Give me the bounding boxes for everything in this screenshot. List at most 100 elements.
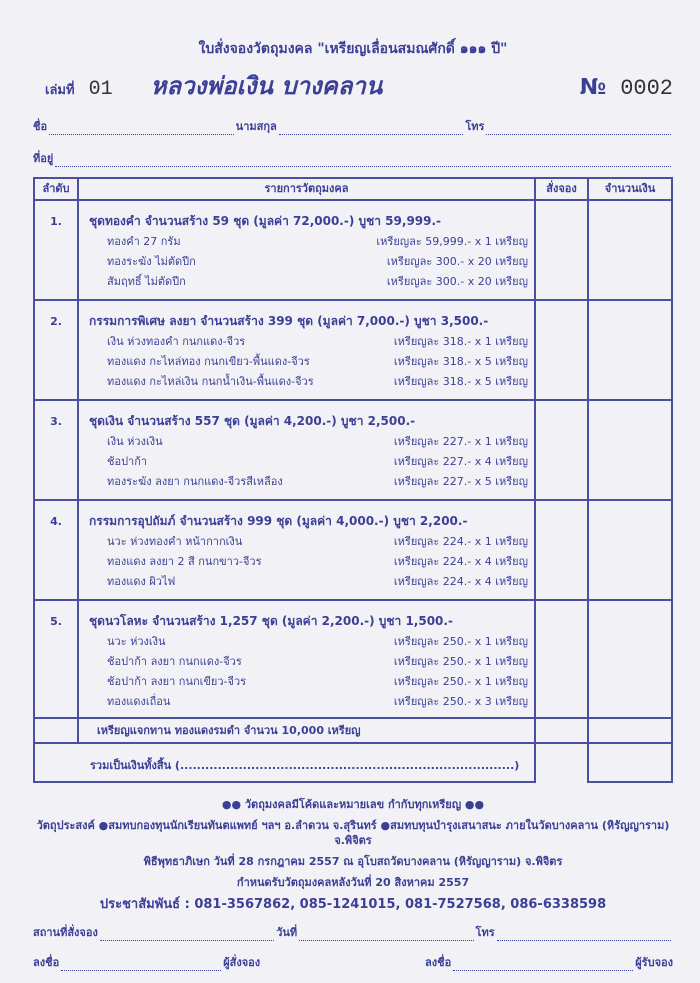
section-row: 3. ชุดเงิน จำนวนสร้าง 557 ชุด (มูลค่า 4,2…: [33, 399, 673, 501]
amount-cell[interactable]: [587, 599, 673, 719]
form-title: ใบสั่งจองวัตถุมงคล "เหรียญเลื่อนสมณศักดิ…: [198, 41, 508, 57]
list-item: ทองแดงเถื่อน เหรียญละ 250.- x 3 เหรียญ: [89, 694, 528, 709]
item-price: เหรียญละ 250.- x 1 เหรียญ: [393, 655, 528, 668]
list-item: เงิน ห่วงเงิน เหรียญละ 227.- x 1 เหรียญ: [89, 434, 528, 449]
surname-label: นามสกุล: [235, 120, 277, 133]
amount-cell[interactable]: [587, 199, 673, 301]
item-name: ทองระฆัง ไม่ตัดปีก: [107, 255, 196, 268]
number-label: №: [579, 75, 607, 100]
date-field[interactable]: [299, 931, 474, 941]
place-line: สถานที่สั่งจอง วันที่ โทร: [33, 925, 673, 941]
item-name: เงิน ห่วงเงิน: [107, 435, 163, 448]
footer-line: วัตถุประสงค์ ●สมทบกองทุนนักเรียนทันตแพทย…: [36, 819, 670, 847]
item-price: เหรียญละ 224.- x 1 เหรียญ: [393, 535, 528, 548]
item-price: เหรียญละ 227.- x 1 เหรียญ: [393, 435, 528, 448]
item-name: ทองแดง ลงยา 2 สี กนกขาว-จีวร: [107, 555, 262, 568]
item-name: ช้อปาก้า ลงยา กนกแดง-จีวร: [107, 655, 242, 668]
item-name: ทองระฆัง ลงยา กนกแดง-จีวรสีเหลือง: [107, 475, 283, 488]
item-name: ทองแดง กะไหล่ทอง กนกเขียว-พื้นแดง-จีวร: [107, 355, 310, 368]
order-form: ใบสั่งจองวัตถุมงคล "เหรียญเลื่อนสมณศักดิ…: [33, 40, 673, 971]
item-price: เหรียญละ 318.- x 5 เหรียญ: [393, 375, 528, 388]
amount-cell[interactable]: [587, 499, 673, 601]
place-label: สถานที่สั่งจอง: [33, 926, 98, 939]
list-item: เงิน ห่วงทองคำ กนกแดง-จีวร เหรียญละ 318.-…: [89, 334, 528, 349]
sign-label: ลงชื่อ: [33, 956, 60, 969]
list-item: ช้อปาก้า ลงยา กนกแดง-จีวร เหรียญละ 250.- …: [89, 654, 528, 669]
address-field[interactable]: [55, 157, 671, 167]
phone-field[interactable]: [486, 125, 671, 135]
item-price: เหรียญละ 224.- x 4 เหรียญ: [393, 575, 528, 588]
item-name: สัมฤทธิ์ ไม่ตัดปีก: [107, 275, 186, 288]
sign-label: ลงชื่อ: [425, 956, 452, 969]
section-number: 2.: [33, 299, 79, 401]
list-item: สัมฤทธิ์ ไม่ตัดปีก เหรียญละ 300.- x 20 เห…: [89, 274, 528, 289]
order-qty-cell[interactable]: [534, 199, 589, 301]
name-line: ชื่อ นามสกุล โทร: [33, 119, 673, 135]
temple-name: หลวงพ่อเงิน บางคลาน: [150, 72, 383, 100]
list-item: ทองระฆัง ไม่ตัดปีก เหรียญละ 300.- x 20 เห…: [89, 254, 528, 269]
list-item: นวะ ห่วงทองคำ หน้ากากเงิน เหรียญละ 224.- …: [89, 534, 528, 549]
section-number: 1.: [33, 199, 79, 301]
address-label: ที่อยู่: [33, 152, 54, 165]
order-qty-cell[interactable]: [534, 399, 589, 501]
list-item: ทองแดง กะไหล่ทอง กนกเขียว-พื้นแดง-จีวร เห…: [89, 354, 528, 369]
section-title: กรรมการพิเศษ ลงยา จำนวนสร้าง 399 ชุด (มู…: [89, 314, 489, 328]
book-label: เล่มที่: [45, 83, 75, 98]
name-label: ชื่อ: [33, 120, 48, 133]
total-text: รวมเป็นเงินทั้งสิ้น (...................…: [33, 742, 536, 783]
item-price: เหรียญละ 224.- x 4 เหรียญ: [393, 555, 528, 568]
order-qty-cell[interactable]: [534, 599, 589, 719]
amount-cell[interactable]: [587, 399, 673, 501]
section-number: 4.: [33, 499, 79, 601]
section-row: 4. กรรมการอุปถัมภ์ จำนวนสร้าง 999 ชุด (มู…: [33, 499, 673, 601]
form-number: 0002: [620, 76, 673, 101]
item-name: ช้อปาก้า ลงยา กนกเขียว-จีวร: [107, 675, 247, 688]
section-title: กรรมการอุปถัมภ์ จำนวนสร้าง 999 ชุด (มูลค…: [89, 514, 468, 528]
item-price: เหรียญละ 250.- x 1 เหรียญ: [393, 635, 528, 648]
receiver-signature-field[interactable]: [453, 961, 634, 971]
name-field[interactable]: [49, 125, 234, 135]
receiver-label: ผู้รับจอง: [635, 956, 673, 969]
section-row: 5. ชุดนวโลหะ จำนวนสร้าง 1,257 ชุด (มูลค่า…: [33, 599, 673, 719]
place-field[interactable]: [99, 931, 275, 941]
note-text: เหรียญแจกทาน ทองแดงรมดำ จำนวน 10,000 เหร…: [77, 717, 536, 744]
list-item: นวะ ห่วงเงิน เหรียญละ 250.- x 1 เหรียญ: [89, 634, 528, 649]
orderer-label: ผู้สั่งจอง: [223, 956, 261, 969]
list-item: ทองคำ 27 กรัม เหรียญละ 59,999.- x 1 เหรีย…: [89, 234, 528, 249]
order-qty-cell[interactable]: [534, 499, 589, 601]
item-name: นวะ ห่วงเงิน: [107, 635, 166, 648]
item-price: เหรียญละ 227.- x 5 เหรียญ: [393, 475, 528, 488]
list-item: ทองแดง ผิวไฟ เหรียญละ 224.- x 4 เหรียญ: [89, 574, 528, 589]
col-amount: จำนวนเงิน: [587, 177, 673, 201]
surname-field[interactable]: [278, 125, 464, 135]
section-items: ชุดเงิน จำนวนสร้าง 557 ชุด (มูลค่า 4,200…: [77, 399, 536, 501]
address-line: ที่อยู่: [33, 151, 673, 167]
footer-phone-field[interactable]: [496, 931, 671, 941]
item-name: ทองแดงเถื่อน: [107, 695, 171, 708]
section-number: 5.: [33, 599, 79, 719]
item-price: เหรียญละ 318.- x 1 เหรียญ: [393, 335, 528, 348]
list-item: ทองแดง กะไหล่เงิน กนกน้ำเงิน-พื้นแดง-จีว…: [89, 374, 528, 389]
amount-cell[interactable]: [587, 299, 673, 401]
item-price: เหรียญละ 59,999.- x 1 เหรียญ: [376, 235, 528, 248]
total-amount-cell[interactable]: [587, 742, 673, 783]
orderer-signature-field[interactable]: [61, 961, 222, 971]
item-price: เหรียญละ 318.- x 5 เหรียญ: [393, 355, 528, 368]
order-table: ลำดับ รายการวัตถุมงคล สั่งจอง จำนวนเงิน …: [33, 177, 673, 783]
footer-phone-label: โทร: [475, 926, 495, 939]
phone-label: โทร: [465, 120, 485, 133]
signature-line: ลงชื่อ ผู้สั่งจอง ลงชื่อ ผู้รับจอง: [33, 955, 673, 971]
item-price: เหรียญละ 250.- x 1 เหรียญ: [393, 675, 528, 688]
section-items: ชุดทองคำ จำนวนสร้าง 59 ชุด (มูลค่า 72,00…: [77, 199, 536, 301]
item-price: เหรียญละ 227.- x 4 เหรียญ: [393, 455, 528, 468]
section-items: กรรมการอุปถัมภ์ จำนวนสร้าง 999 ชุด (มูลค…: [77, 499, 536, 601]
list-item: ช้อปาก้า เหรียญละ 227.- x 4 เหรียญ: [89, 454, 528, 469]
item-name: ทองคำ 27 กรัม: [107, 235, 181, 248]
item-price: เหรียญละ 300.- x 20 เหรียญ: [386, 255, 528, 268]
footer-line: กำหนดรับวัตถุมงคลหลังวันที่ 20 สิงหาคม 2…: [236, 876, 470, 889]
section-row: 2. กรรมการพิเศษ ลงยา จำนวนสร้าง 399 ชุด (…: [33, 299, 673, 401]
item-name: ทองแดง ผิวไฟ: [107, 575, 176, 588]
section-title: ชุดทองคำ จำนวนสร้าง 59 ชุด (มูลค่า 72,00…: [89, 214, 442, 228]
section-title: ชุดนวโลหะ จำนวนสร้าง 1,257 ชุด (มูลค่า 2…: [89, 614, 453, 628]
order-qty-cell[interactable]: [534, 299, 589, 401]
